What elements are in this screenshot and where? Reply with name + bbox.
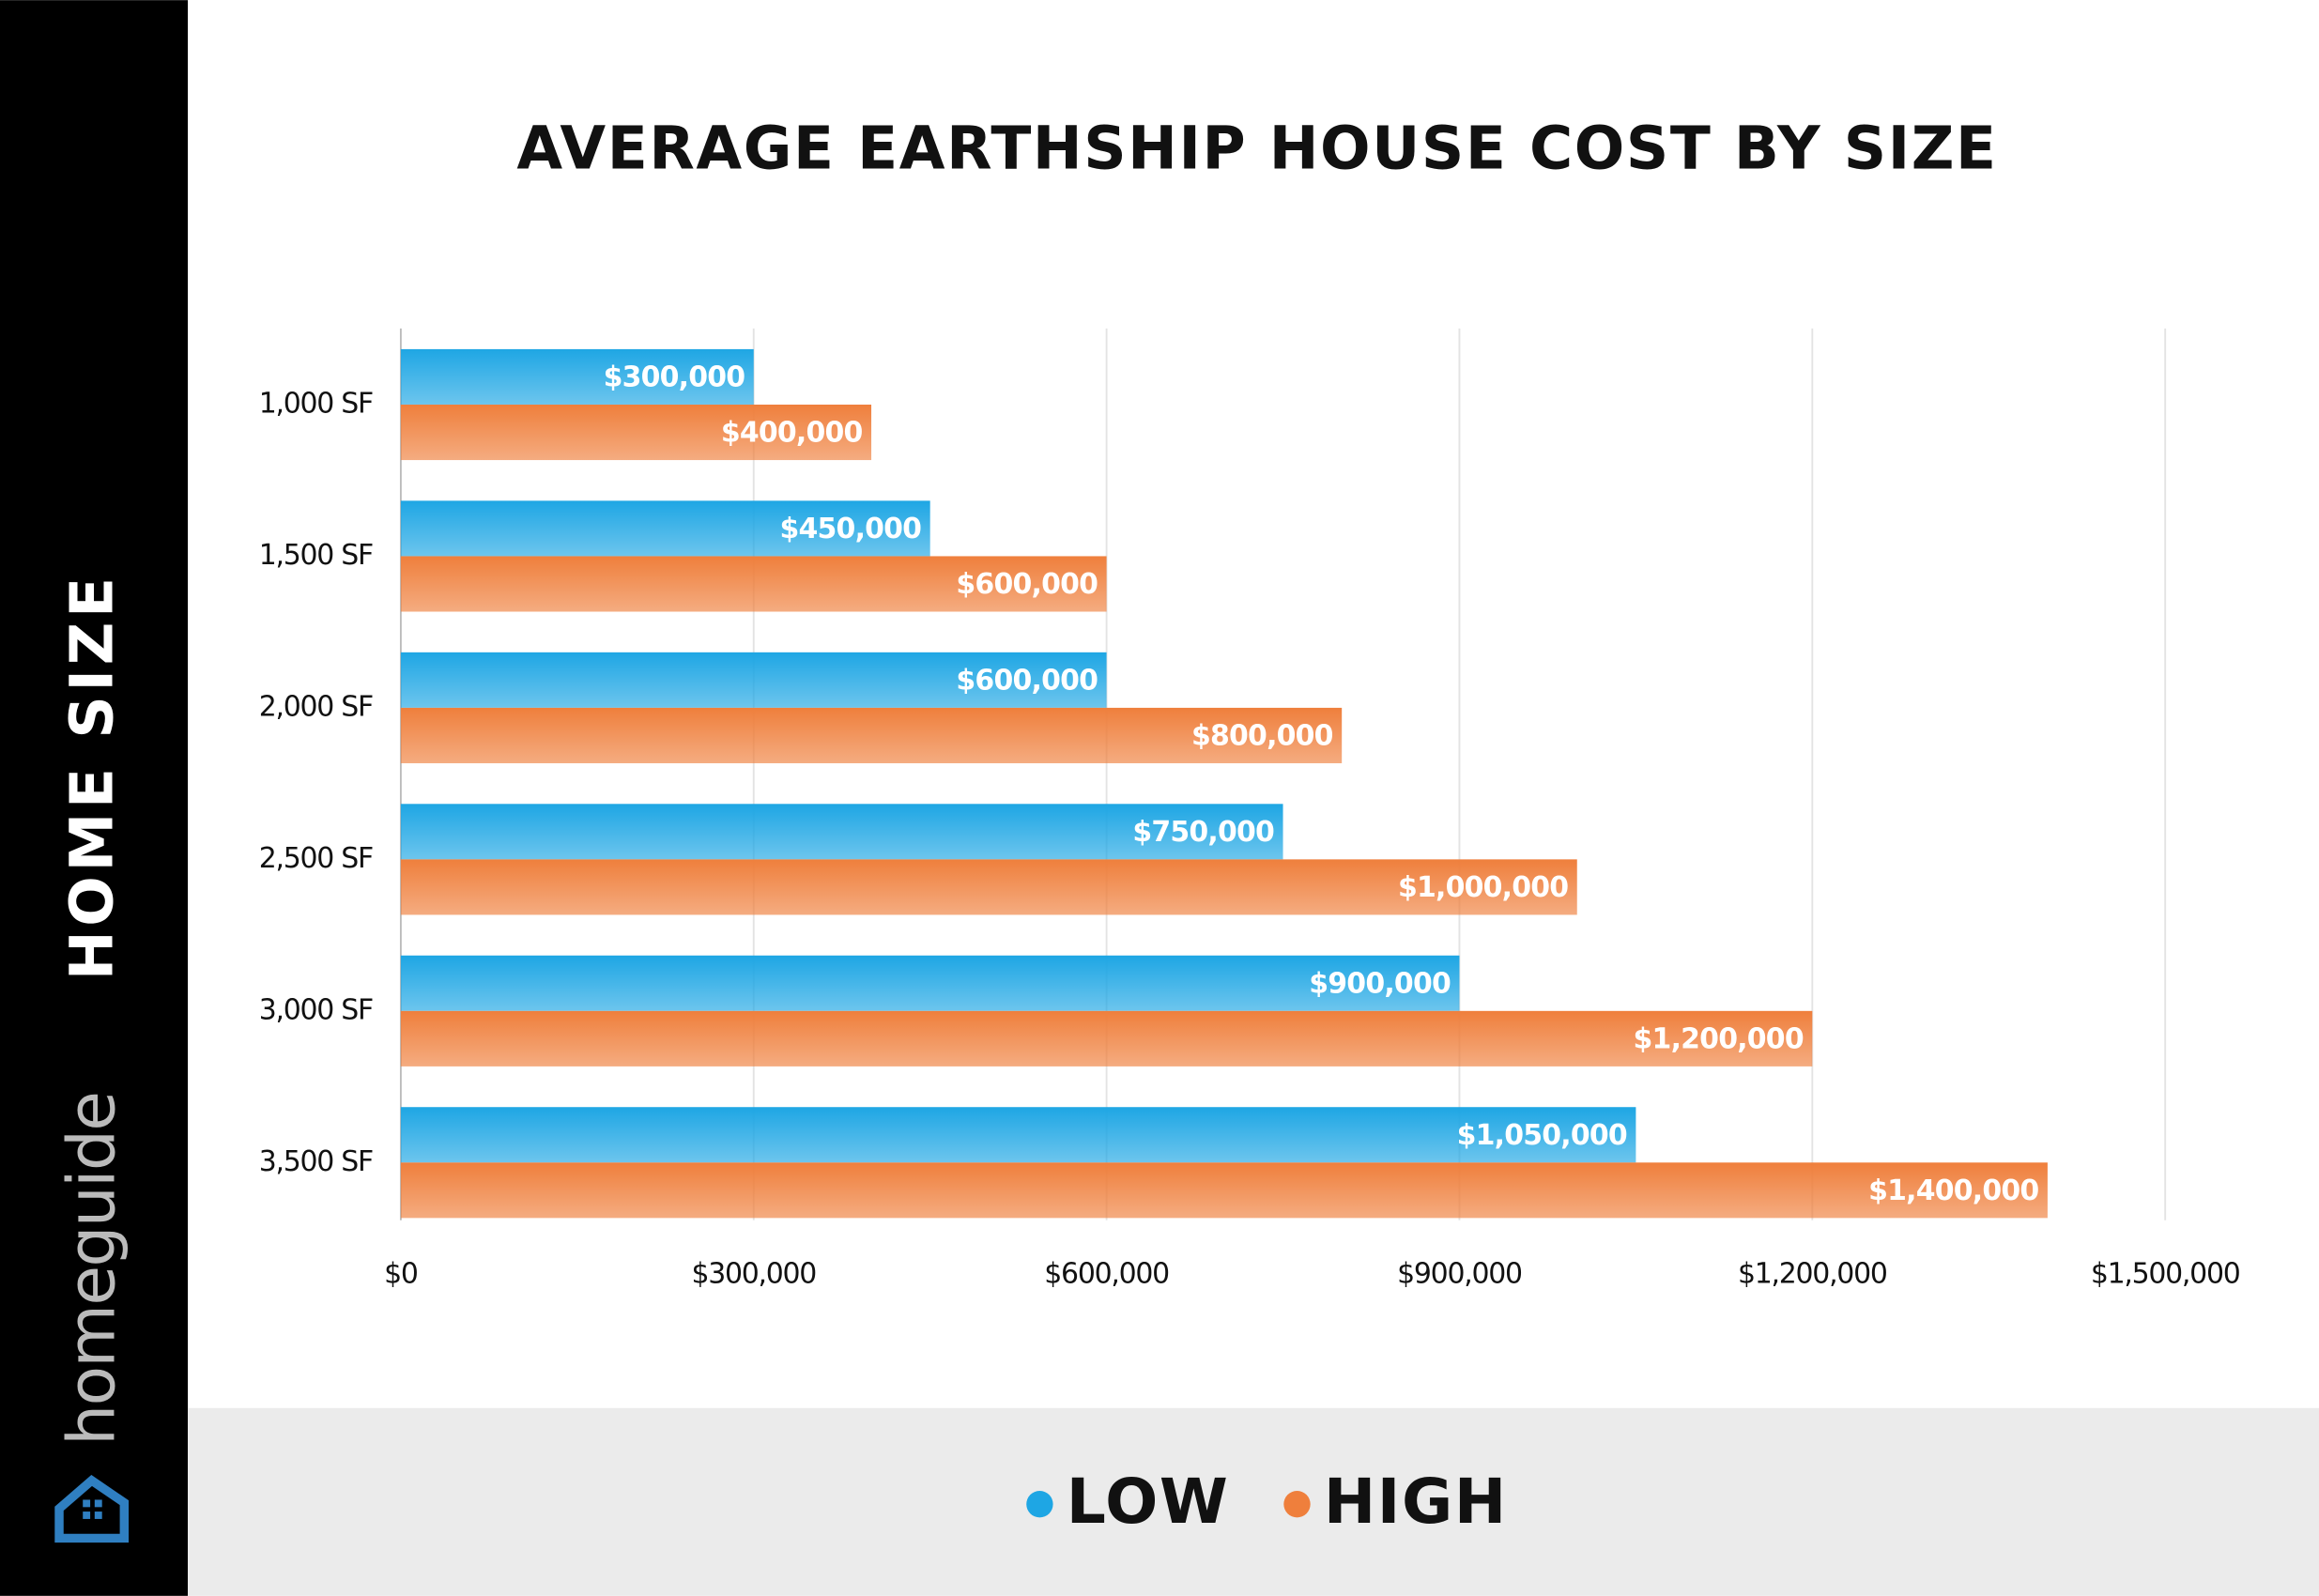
legend-label: HIGH xyxy=(1324,1466,1508,1538)
y-tick-label: 1,000 SF xyxy=(259,387,373,420)
x-tick-label: $900,000 xyxy=(1397,1258,1522,1291)
value-label: $1,400,000 xyxy=(1868,1174,2038,1207)
legend-label: LOW xyxy=(1067,1466,1230,1538)
x-tick-label: $600,000 xyxy=(1044,1258,1169,1291)
legend-marker xyxy=(1283,1491,1311,1518)
bar xyxy=(400,556,1107,612)
bar xyxy=(400,652,1107,708)
bar xyxy=(400,955,1460,1011)
chart-title: AVERAGE EARTHSHIP HOUSE COST BY SIZE xyxy=(516,114,1997,182)
y-tick-label: 2,500 SF xyxy=(259,842,373,875)
sidebar xyxy=(0,0,189,1596)
brand-logo: homeguide xyxy=(54,1093,130,1446)
bar xyxy=(400,707,1343,763)
bar xyxy=(400,859,1577,915)
value-label: $800,000 xyxy=(1191,720,1333,753)
value-label: $750,000 xyxy=(1132,816,1274,849)
house-icon xyxy=(54,1475,130,1543)
bar xyxy=(400,404,872,461)
y-tick-label: 3,500 SF xyxy=(259,1145,373,1178)
value-label: $300,000 xyxy=(604,361,745,394)
bar xyxy=(400,500,930,557)
value-label: $600,000 xyxy=(956,568,1098,601)
x-tick-label: $1,500,000 xyxy=(2091,1258,2240,1291)
x-tick-label: $1,200,000 xyxy=(1738,1258,1887,1291)
value-label: $400,000 xyxy=(721,417,863,450)
x-tick-label: $0 xyxy=(384,1258,418,1291)
y-axis-label: HOME SIZE xyxy=(57,573,126,980)
bar xyxy=(400,348,754,405)
value-label: $1,200,000 xyxy=(1634,1022,1804,1055)
legend-band xyxy=(188,1407,2319,1596)
value-label: $600,000 xyxy=(956,664,1098,697)
x-tick-label: $300,000 xyxy=(691,1258,816,1291)
value-label: $1,000,000 xyxy=(1398,871,1568,904)
value-label: $1,050,000 xyxy=(1457,1119,1627,1152)
bar xyxy=(400,1107,1636,1163)
bar xyxy=(400,1162,2048,1219)
bar xyxy=(400,1010,1813,1067)
y-tick-label: 1,500 SF xyxy=(259,539,373,572)
value-label: $450,000 xyxy=(779,513,921,545)
bar xyxy=(400,804,1283,860)
value-label: $900,000 xyxy=(1309,967,1451,1000)
y-tick-label: 2,000 SF xyxy=(259,690,373,723)
y-tick-label: 3,000 SF xyxy=(259,993,373,1026)
legend-marker xyxy=(1026,1491,1053,1518)
